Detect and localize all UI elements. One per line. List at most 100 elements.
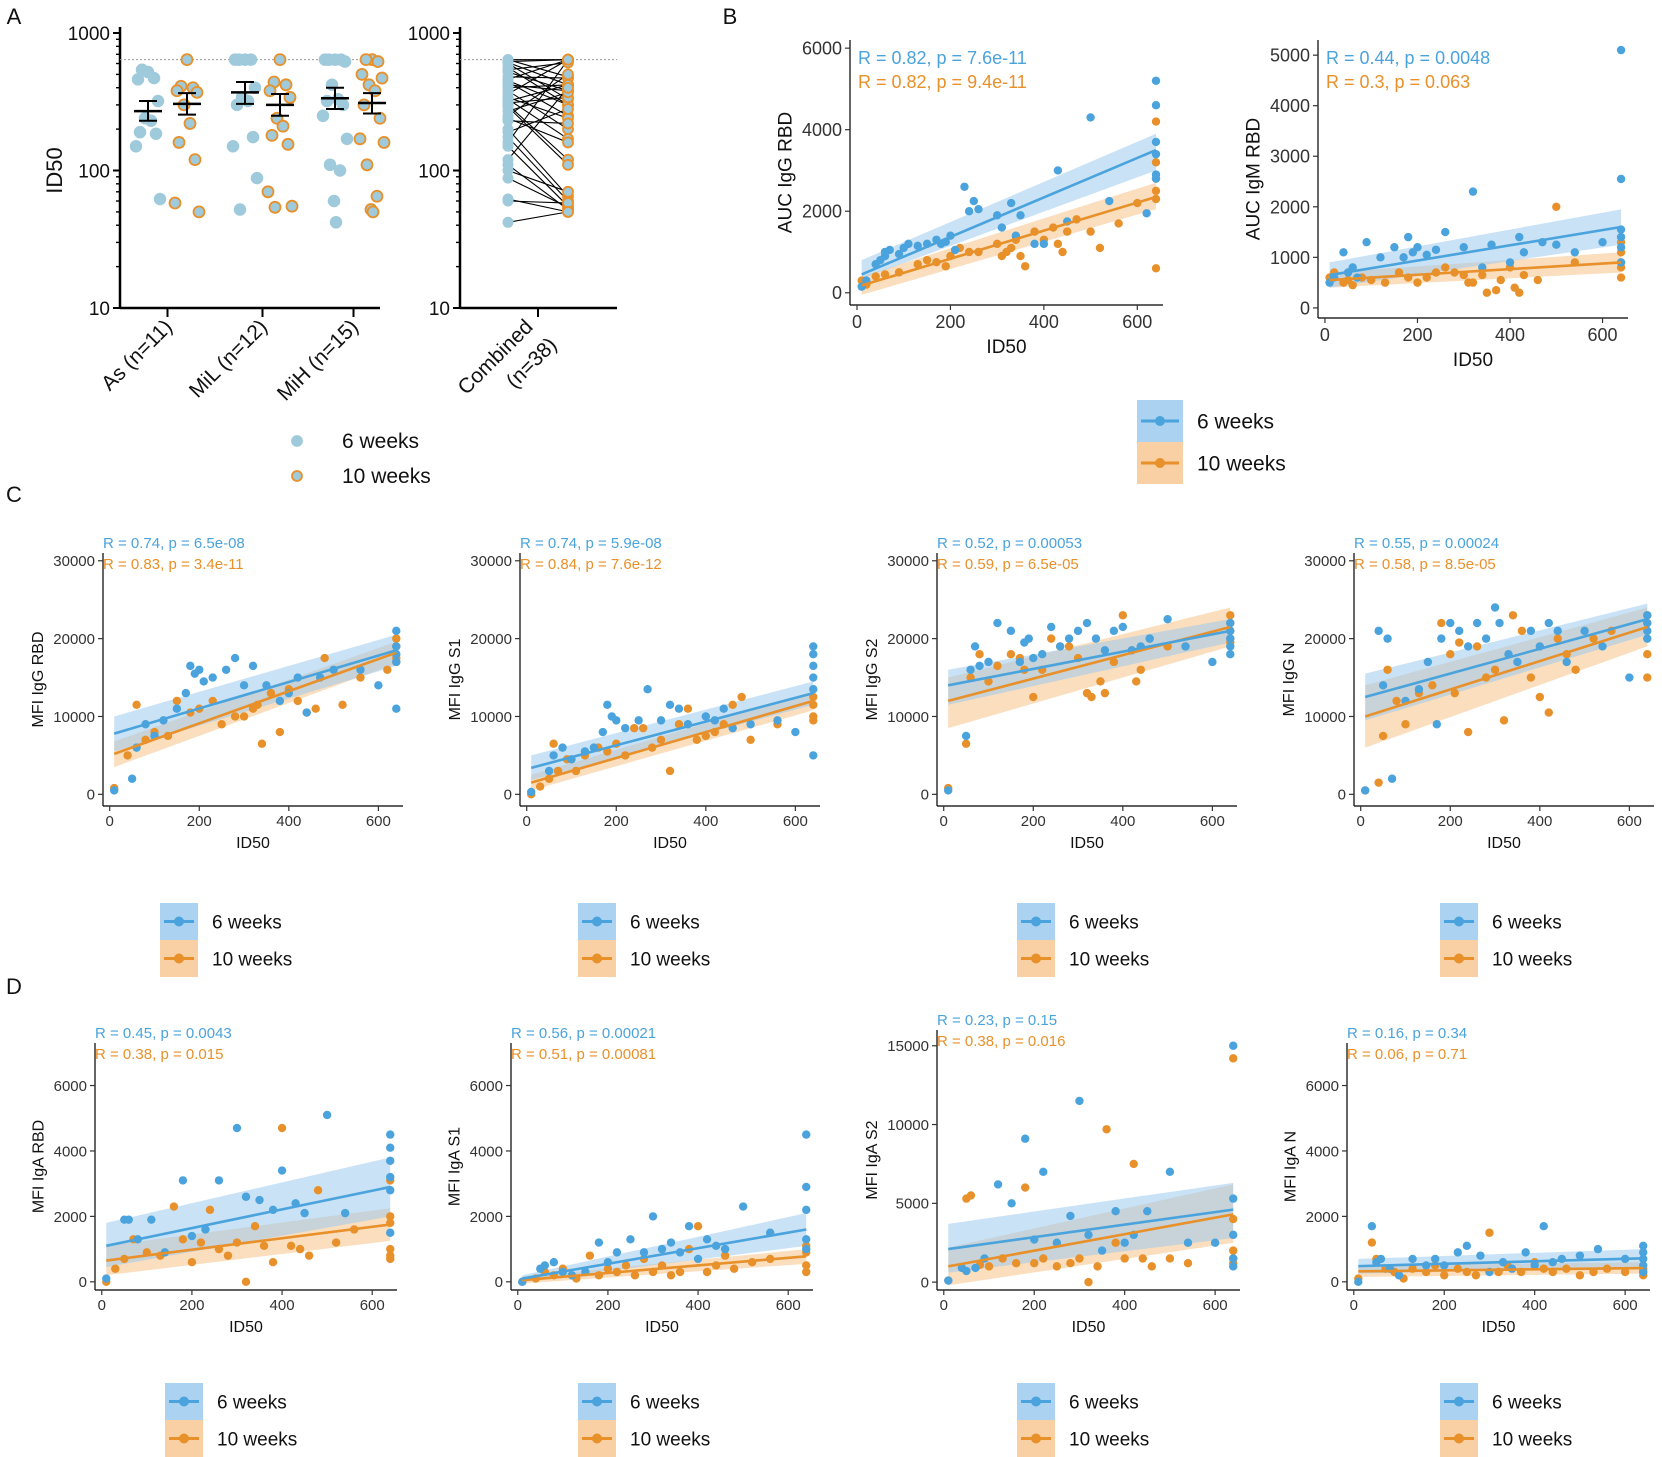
data-point-6w — [943, 786, 953, 795]
data-point-6w — [1639, 1248, 1648, 1257]
y-tick-label: 2000 — [54, 1209, 87, 1226]
data-point-10w — [1380, 278, 1390, 287]
data-point-10w — [1499, 716, 1509, 725]
data-point-6w — [1432, 720, 1442, 729]
data-point-10w — [1229, 1246, 1238, 1255]
y-tick-label: 2000 — [1270, 197, 1310, 217]
data-point-6w — [1472, 618, 1482, 628]
legend-label: 10 weeks — [1069, 949, 1149, 970]
data-point-6w — [502, 216, 514, 228]
data-point-6w — [172, 704, 182, 713]
data-point-6w — [1616, 243, 1626, 252]
y-tick-label: 20000 — [1304, 631, 1346, 648]
data-point-6w — [1086, 113, 1095, 122]
data-point-10w — [1084, 1277, 1093, 1287]
data-point-6w — [738, 1202, 748, 1211]
data-point-6w — [1229, 1254, 1238, 1263]
x-tick-label: 0 — [852, 312, 862, 332]
x-tick-label: 0 — [1320, 325, 1330, 345]
pair-line — [507, 96, 569, 119]
data-point-6w — [1038, 650, 1047, 659]
pair-line — [507, 169, 569, 193]
data-point-6w — [1374, 626, 1383, 636]
data-point-6w — [356, 665, 365, 674]
y-axis-title: MFI IgA S1 — [446, 1127, 463, 1206]
data-point-10w — [277, 1123, 287, 1133]
data-point-10w — [331, 1238, 341, 1247]
data-point-10w — [585, 1251, 595, 1260]
data-point-6w — [1039, 239, 1049, 249]
fit-line-10w — [530, 699, 814, 784]
data-point-6w — [199, 677, 208, 686]
data-point-10w — [383, 665, 392, 674]
y-tick-label: 30000 — [53, 553, 95, 570]
data-point-6w — [1539, 1222, 1548, 1231]
data-point-10w — [241, 1277, 251, 1287]
data-point-6w — [250, 171, 264, 185]
data-point-10w — [257, 739, 267, 748]
data-point-6w — [195, 665, 204, 674]
data-point-6w — [904, 239, 913, 249]
chart-b1-scatter: 0 2000 4000 6000 0 200 400 600 ID50 AUC IgG RBD R … — [776, 39, 1163, 358]
chart-c4-scatter: 0 10000 20000 30000 0 200 400 600 ID50 MFI IgG N R… — [1281, 535, 1654, 852]
y-tick-label: 4000 — [1306, 1143, 1339, 1160]
data-point-10w — [966, 1191, 976, 1200]
data-point-6w — [248, 661, 258, 671]
data-point-6w — [1505, 258, 1515, 267]
data-point-6w — [153, 192, 167, 206]
legend-c1: 6 weeks 10 weeks — [160, 903, 292, 977]
data-point-6w — [181, 688, 191, 698]
data-point-10w — [1526, 673, 1536, 682]
legend-label: 10 weeks — [1069, 1429, 1149, 1450]
confidence-band-6w — [948, 1182, 1234, 1273]
x-axis-title: ID50 — [236, 835, 270, 852]
data-point-6w — [302, 708, 311, 717]
data-point-10w — [1441, 263, 1450, 272]
data-point-6w — [1143, 1207, 1152, 1216]
data-point-10w — [266, 688, 276, 698]
data-point-10w — [1533, 275, 1542, 285]
data-point-6w — [549, 751, 558, 760]
legend-key-dot — [1454, 953, 1464, 964]
data-point-6w — [1394, 1271, 1404, 1280]
y-tick-label: 1000 — [408, 24, 450, 45]
data-point-6w — [147, 71, 161, 85]
legend-label: 6 weeks — [217, 1392, 287, 1413]
data-point-10w — [187, 1257, 197, 1267]
data-point-6w — [944, 1276, 953, 1285]
data-point-10w — [223, 1251, 233, 1260]
data-point-10w — [1151, 264, 1161, 273]
x-axis-title: ID50 — [1487, 835, 1521, 852]
y-tick-label: 10000 — [53, 709, 95, 726]
stat-annotation: R = 0.74, p = 6.5e-08 — [103, 535, 245, 552]
data-point-10w — [111, 1264, 120, 1273]
stat-annotation: R = 0.51, p = 0.00081 — [511, 1046, 656, 1063]
y-tick-label: 10000 — [1304, 709, 1346, 726]
data-point-10w — [737, 692, 746, 702]
data-point-10w — [1413, 278, 1422, 287]
data-point-6w — [338, 55, 352, 68]
fit-line-10w — [106, 1223, 391, 1262]
x-axis-title: ID50 — [1482, 1319, 1516, 1336]
data-point-6w — [1643, 634, 1652, 643]
data-point-10w — [1453, 1264, 1462, 1273]
legends: 6 weeks 10 weeks 6 weeks 10 weeks 6 weeks 10 … — [160, 400, 1572, 1457]
data-point-6w — [392, 704, 401, 713]
data-point-10w — [1058, 247, 1067, 257]
data-point-6w — [950, 245, 960, 255]
data-point-10w — [188, 153, 202, 167]
legend-label: 6 weeks — [1069, 912, 1139, 933]
chart-b2-scatter: 0 1000 2000 3000 4000 5000 0 200 400 600 ID50 AUC I… — [1244, 40, 1628, 371]
y-tick-label: 0 — [495, 1274, 503, 1291]
data-point-10w — [1440, 1271, 1449, 1280]
data-point-10w — [1114, 219, 1123, 228]
data-point-6w — [1030, 239, 1039, 249]
data-point-6w — [1413, 243, 1422, 252]
data-point-6w — [809, 661, 818, 671]
data-point-6w — [1151, 174, 1161, 183]
data-point-6w — [648, 1212, 658, 1221]
data-point-10w — [1482, 288, 1492, 297]
data-point-10w — [1367, 1238, 1377, 1247]
data-point-10w — [276, 119, 290, 133]
data-point-10w — [295, 1244, 305, 1254]
